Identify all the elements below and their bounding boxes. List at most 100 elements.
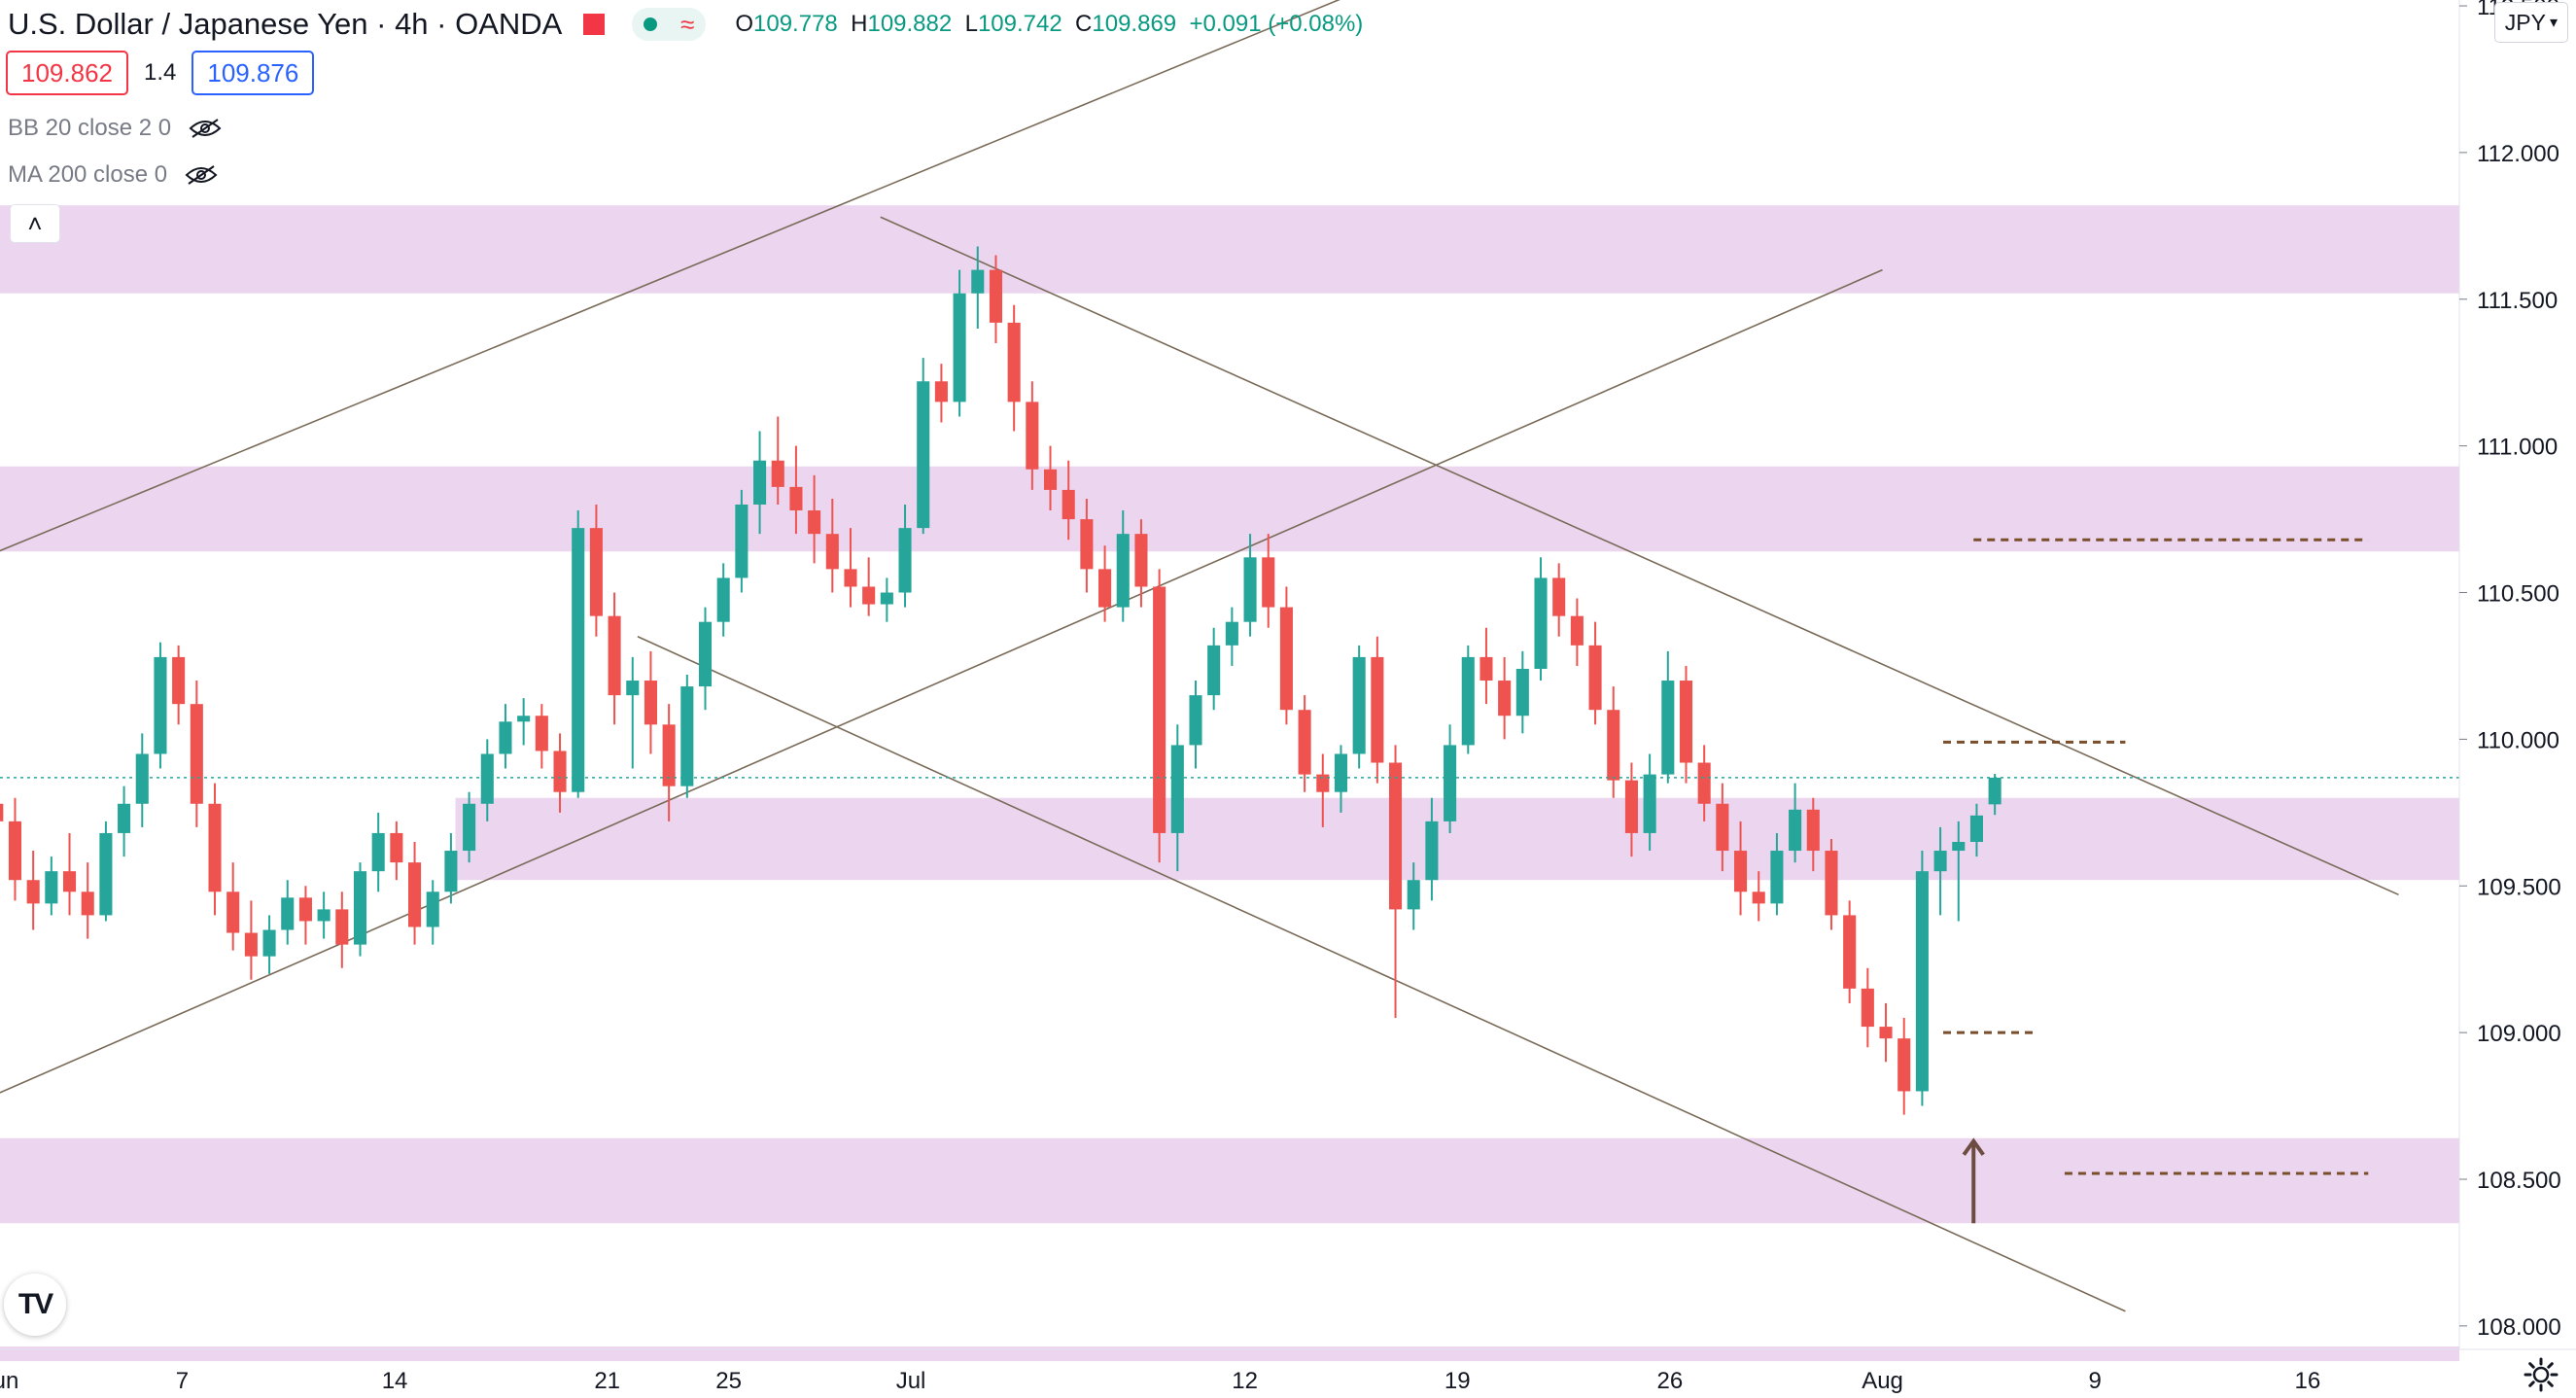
candle-body	[1189, 695, 1202, 746]
candle-body	[26, 880, 40, 904]
candle-body	[1243, 557, 1257, 622]
trendline	[0, 268, 1883, 1094]
candle-body	[1461, 656, 1475, 746]
indicator-bb-label: BB 20 close 2 0	[8, 115, 172, 141]
price-tick-label: 108.500	[2477, 1168, 2561, 1194]
open-label: O	[735, 11, 754, 37]
candle-body	[680, 686, 694, 786]
candle-body	[662, 724, 676, 786]
data-stream-icon: ≈	[680, 10, 695, 39]
candle-body	[1262, 557, 1275, 608]
indicator-bb[interactable]: BB 20 close 2 0	[8, 115, 222, 142]
candle-body	[1043, 469, 1058, 490]
candle-body	[589, 528, 603, 616]
sr-zone	[455, 797, 2459, 881]
price-tick-label: 110.500	[2477, 581, 2559, 608]
arrow-head-icon	[1962, 1137, 1985, 1156]
candle-body	[480, 753, 494, 804]
price-tick-label: 110.000	[2477, 727, 2559, 753]
candle-body	[463, 803, 476, 852]
flag-icon[interactable]	[583, 14, 606, 35]
candle-body	[735, 504, 748, 578]
eye-hidden-icon[interactable]	[185, 164, 218, 186]
candle-body	[898, 528, 912, 593]
candle-body	[1080, 519, 1094, 570]
candle-body	[698, 621, 713, 687]
candle-body	[1479, 656, 1493, 682]
currency-button[interactable]: JPY ▾	[2493, 2, 2568, 43]
time-tick-label: 9	[2089, 1368, 2102, 1394]
candle-body	[1897, 1038, 1911, 1092]
candle-body	[1316, 774, 1330, 792]
candle-body	[135, 753, 149, 804]
candle-body	[1207, 645, 1221, 696]
candle-body	[1352, 656, 1366, 754]
candle-body	[281, 897, 295, 930]
sr-zone	[0, 1346, 2459, 1362]
chevron-down-icon: ▾	[2549, 15, 2558, 31]
candle-body	[789, 486, 803, 511]
candle-body	[934, 381, 948, 402]
candle-body	[118, 803, 131, 833]
candle-body	[317, 909, 331, 922]
eye-hidden-icon[interactable]	[189, 118, 222, 139]
candle-body	[426, 891, 439, 927]
sell-price-button[interactable]: 109.862	[6, 51, 128, 95]
candle-body	[626, 681, 640, 696]
indicator-ma[interactable]: MA 200 close 0	[8, 161, 218, 189]
spread-value: 1.4	[143, 59, 177, 86]
candle-body	[971, 269, 985, 294]
price-tick-label: 111.500	[2477, 288, 2558, 314]
candle-body	[262, 929, 276, 957]
candle-body	[1498, 681, 1512, 716]
time-tick-label: 14	[382, 1368, 408, 1394]
price-tick-label: 112.000	[2477, 141, 2559, 167]
candle-body	[1279, 607, 1293, 711]
candle-body	[1534, 577, 1548, 669]
candle-body	[1969, 815, 1983, 842]
indicator-ma-label: MA 200 close 0	[8, 161, 168, 188]
time-tick-label: 12	[1232, 1368, 1258, 1394]
buy-price-button[interactable]: 109.876	[191, 51, 315, 95]
price-tick-label: 109.500	[2477, 874, 2561, 900]
price-tick-label: 108.000	[2477, 1314, 2561, 1341]
candle-body	[1552, 577, 1566, 616]
high-value: 109.882	[867, 11, 953, 37]
candle-body	[572, 528, 585, 792]
symbol-title[interactable]: U.S. Dollar / Japanese Yen · 4h · OANDA	[8, 7, 563, 41]
candle-body	[1734, 851, 1748, 892]
close-label: C	[1075, 11, 1093, 37]
candle-body	[81, 891, 94, 916]
candle-body	[335, 909, 349, 945]
candle-body	[244, 932, 258, 957]
candle-body	[880, 592, 893, 605]
trendline	[637, 636, 2126, 1312]
high-label: H	[851, 11, 868, 37]
candle-body	[553, 751, 567, 792]
candle-body	[608, 615, 621, 696]
candle-body	[1371, 656, 1384, 763]
candle-body	[1515, 668, 1529, 716]
candle-body	[989, 269, 1003, 323]
candle-body	[1679, 681, 1693, 763]
candle-body	[808, 510, 821, 535]
tradingview-logo[interactable]: TV	[4, 1274, 66, 1336]
market-status[interactable]: ≈	[632, 8, 707, 41]
price-axis	[2459, 0, 2576, 1398]
ohlc-readout: O109.778 H109.882 L109.742 C109.869 +0.0…	[735, 11, 1363, 38]
candle-body	[517, 716, 531, 722]
bid-ask-row: 109.862 1.4 109.876	[6, 51, 315, 95]
candle-body	[408, 862, 422, 927]
candle-body	[1388, 762, 1403, 910]
time-tick-label: 16	[2294, 1368, 2320, 1394]
candle-body	[1607, 710, 1620, 781]
candle-body	[844, 569, 857, 587]
gear-icon[interactable]	[2524, 1357, 2559, 1392]
collapse-legend-button[interactable]: ˄	[10, 204, 60, 243]
time-tick-label: 21	[594, 1368, 620, 1394]
candle-body	[1026, 402, 1039, 470]
candle-body	[1098, 569, 1112, 608]
candle-body	[1153, 586, 1166, 833]
candle-body	[444, 851, 458, 892]
